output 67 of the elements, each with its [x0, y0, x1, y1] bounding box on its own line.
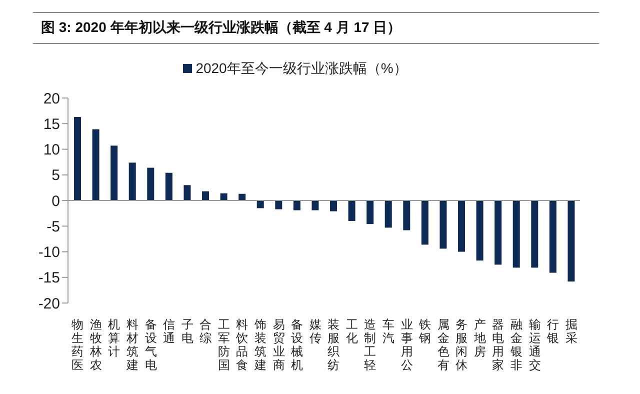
- y-tick-label: 20: [43, 90, 60, 108]
- x-tick-label: 农林牧渔: [88, 318, 104, 372]
- x-tick-label: 有色金属: [437, 318, 451, 372]
- bar: [202, 191, 209, 200]
- x-tick-label: 建筑材料: [126, 318, 140, 372]
- x-tick-label: 商业贸易: [272, 318, 286, 372]
- y-tick-label: -10: [38, 244, 60, 262]
- bar: [476, 200, 484, 260]
- x-tick-label: 综合: [200, 318, 214, 345]
- bar: [165, 172, 172, 200]
- bar: [293, 200, 300, 210]
- bar: [348, 200, 356, 221]
- bar: [366, 200, 374, 224]
- x-tick-label: 电子: [181, 318, 195, 345]
- y-tick-label: 0: [52, 192, 60, 210]
- bar: [238, 194, 246, 200]
- x-tick-label: 通信: [163, 318, 177, 345]
- y-tick-label: 10: [43, 142, 60, 159]
- x-tick-label: 公用事业: [400, 318, 414, 372]
- x-tick-label: 汽车: [382, 318, 396, 345]
- y-tick-label: 5: [52, 167, 60, 184]
- bar: [531, 200, 538, 268]
- bar: [384, 200, 392, 228]
- bar: [512, 200, 520, 268]
- x-tick-label: 化工: [346, 318, 360, 345]
- bar: [256, 200, 264, 208]
- x-tick-label: 交通运输: [528, 318, 542, 372]
- x-tick-label: 钢铁: [418, 318, 433, 345]
- x-tick-label: 传媒: [309, 318, 323, 345]
- bar: [92, 129, 100, 200]
- x-tick-label: 非银金融: [510, 318, 524, 372]
- bar: [549, 200, 556, 273]
- x-tick-label: 采掘: [565, 318, 579, 345]
- x-tick-label: 食品饮料: [235, 318, 250, 372]
- x-tick-label: 机械设备: [291, 318, 305, 372]
- bar: [275, 200, 282, 210]
- y-tick-label: -5: [46, 218, 60, 236]
- x-tick-label: 休闲服务: [456, 318, 470, 372]
- x-tick-label: 医药生物: [72, 318, 86, 372]
- x-tick-label: 轻工制造: [364, 318, 378, 372]
- bar: [220, 193, 228, 200]
- bar: [421, 200, 428, 245]
- bar: [403, 200, 410, 230]
- x-tick-label: 银行: [546, 318, 561, 345]
- bar: [330, 200, 337, 212]
- x-tick-label: 家用电器: [492, 318, 506, 372]
- x-tick-label: 房地产: [472, 318, 488, 358]
- bar: [147, 168, 154, 200]
- chart-title: 图 3: 2020 年年初以来一级行业涨跌幅（截至 4 月 17 日）: [33, 12, 599, 44]
- bar: [494, 200, 502, 265]
- y-tick-label: -20: [38, 295, 60, 312]
- bar: [110, 146, 118, 200]
- bar: [184, 185, 191, 200]
- x-tick-label: 建筑装饰: [254, 318, 268, 372]
- legend-label: 2020年至今一级行业涨跌幅（%）: [196, 60, 408, 76]
- bar: [312, 200, 319, 210]
- bar: [128, 162, 136, 200]
- y-tick-label: -15: [38, 270, 60, 287]
- x-tick-label: 国防军工: [218, 318, 232, 372]
- x-tick-label: 计算机: [108, 318, 122, 358]
- bar: [458, 200, 465, 252]
- x-tick-label: 电气设备: [144, 318, 158, 372]
- bar: [568, 200, 575, 282]
- y-tick-label: 15: [43, 116, 60, 133]
- x-tick-label: 纺织服装: [328, 318, 342, 372]
- bar: [440, 200, 447, 249]
- bar: [74, 116, 81, 200]
